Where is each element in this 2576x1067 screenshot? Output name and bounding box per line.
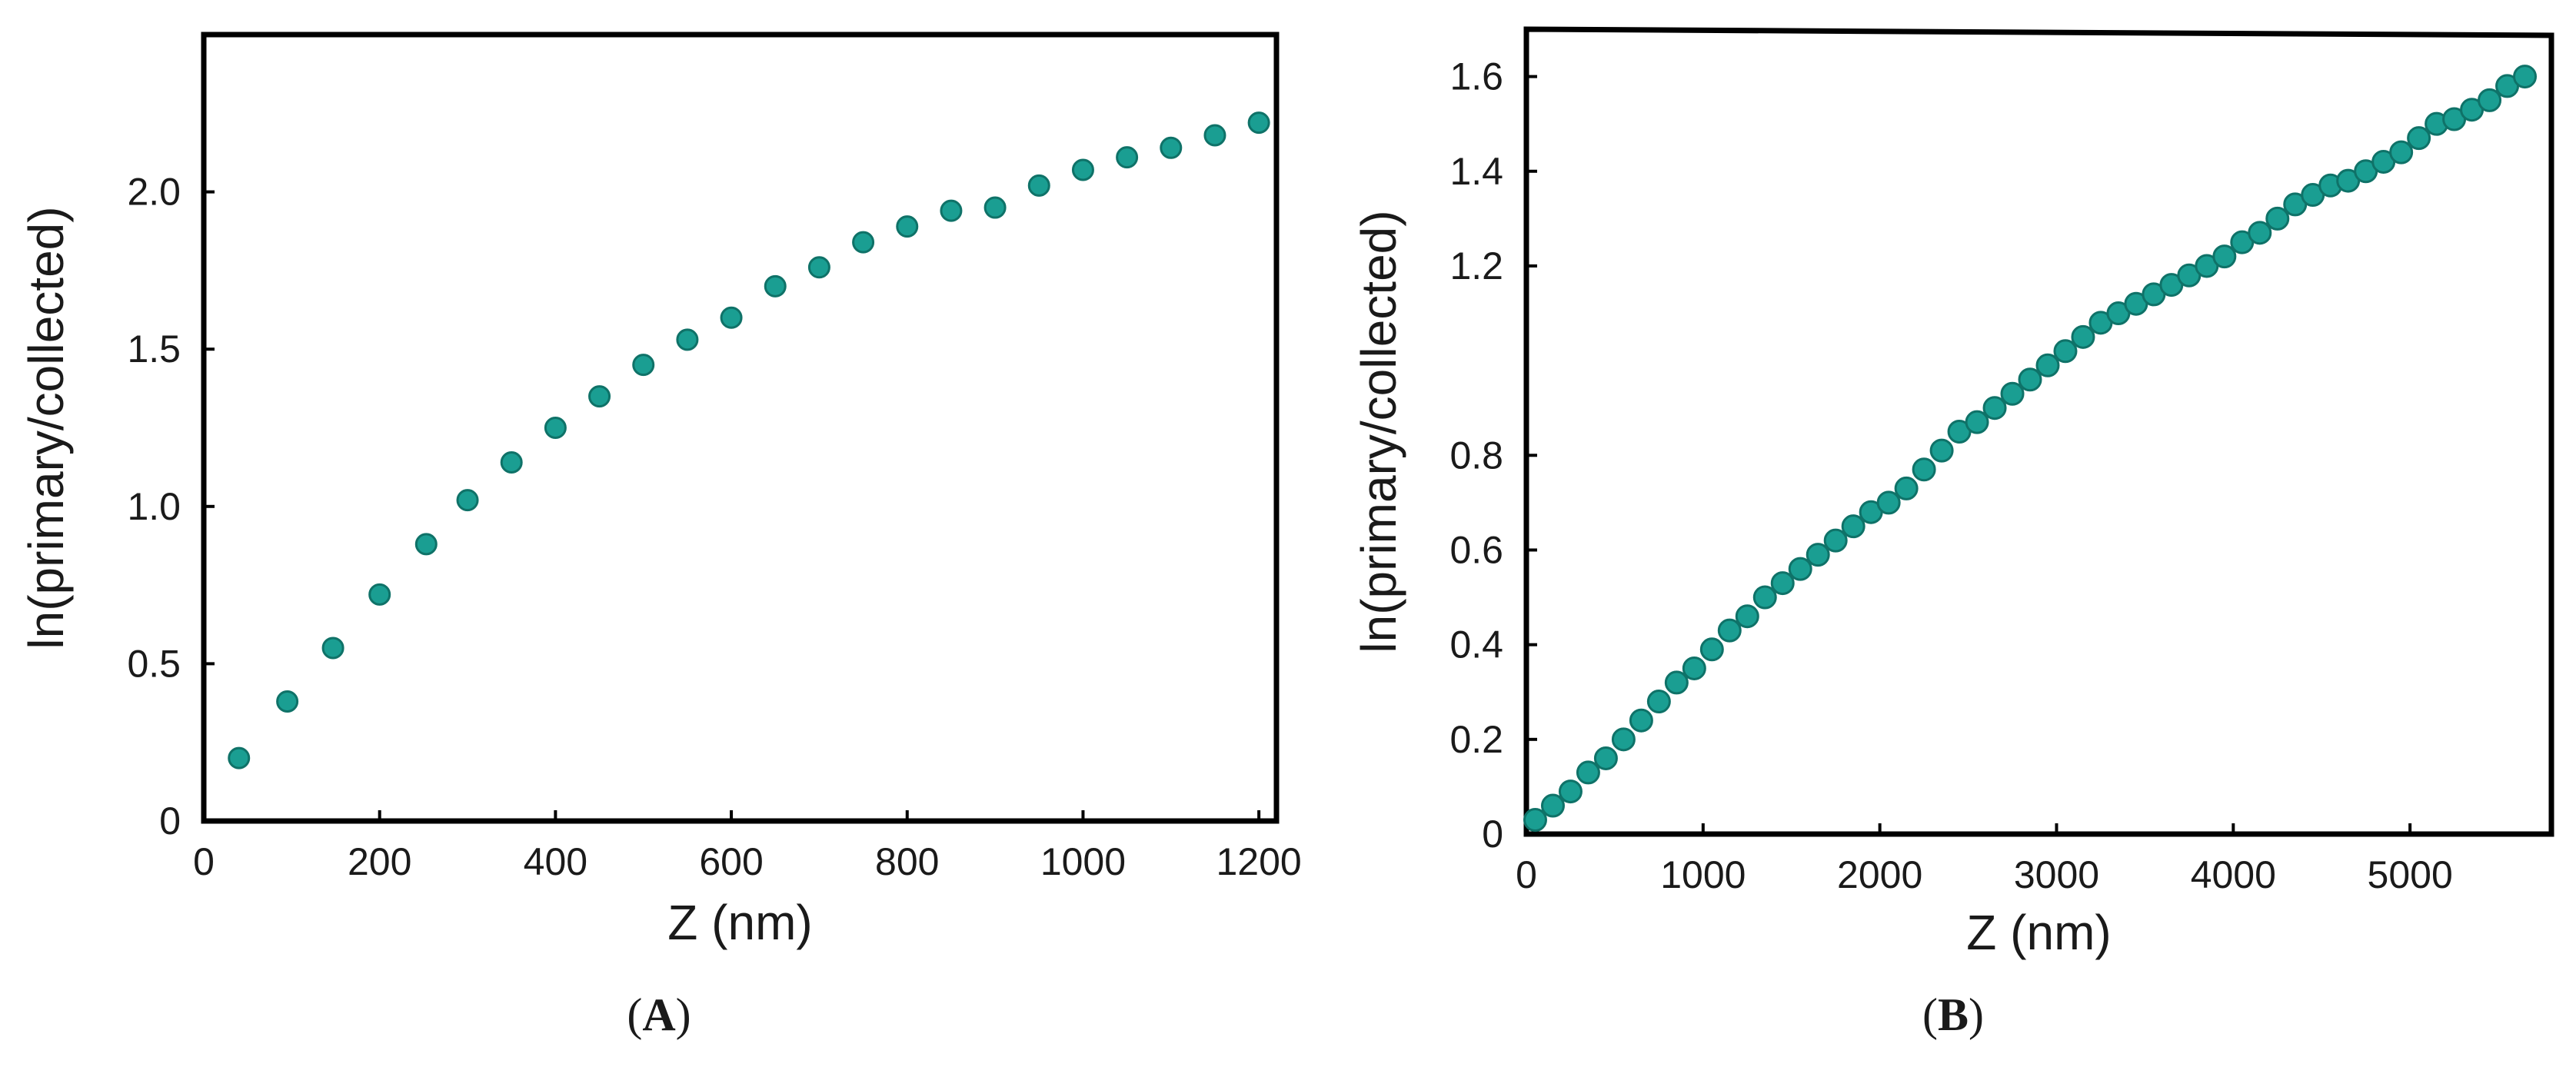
data-point-b bbox=[1735, 604, 1759, 629]
y-tick-label-a: 2.0 bbox=[127, 171, 181, 214]
x-tick-label-b: 1000 bbox=[1660, 853, 1746, 896]
x-tick-label-b: 0 bbox=[1516, 853, 1537, 896]
data-point-a bbox=[1116, 146, 1139, 169]
y-tick-label-a: 1.5 bbox=[127, 327, 181, 371]
x-tick-label-b: 3000 bbox=[2014, 853, 2099, 896]
y-tick-label-b: 0 bbox=[1482, 813, 1503, 856]
data-point-a bbox=[1247, 111, 1270, 135]
data-point-a bbox=[720, 306, 743, 329]
x-tick-label-a: 0 bbox=[193, 840, 215, 883]
data-point-a bbox=[983, 196, 1007, 219]
y-tick-label-a: 0 bbox=[159, 799, 181, 843]
data-point-b bbox=[1752, 585, 1777, 610]
data-point-a bbox=[228, 746, 251, 770]
data-point-a bbox=[588, 385, 611, 408]
y-tick-label-b: 0.6 bbox=[1449, 528, 1503, 571]
data-point-a bbox=[764, 274, 787, 297]
chart-panel-a: 0 200 400 600 800 1000 1200 0 0.5 1.0 1.5 2.0 Z (nm)… bbox=[18, 32, 1302, 1040]
data-point-a bbox=[414, 533, 438, 556]
data-point-b bbox=[1682, 656, 1706, 680]
data-point-b bbox=[1593, 746, 1618, 770]
data-point-a bbox=[1203, 124, 1226, 147]
data-point-a bbox=[276, 690, 299, 713]
data-point-b bbox=[1770, 571, 1795, 596]
data-point-b bbox=[1558, 779, 1583, 804]
x-axis-title-b: Z (nm) bbox=[1966, 905, 2111, 960]
data-point-a bbox=[676, 328, 699, 351]
y-tick-label-b: 0.2 bbox=[1449, 718, 1503, 761]
data-point-a bbox=[456, 489, 479, 512]
data-point-b bbox=[2071, 324, 2095, 349]
data-point-b bbox=[2478, 88, 2502, 112]
data-point-b bbox=[1717, 618, 1742, 643]
x-tick-label-b: 4000 bbox=[2191, 853, 2276, 896]
data-point-b bbox=[1788, 557, 1812, 581]
data-point-b bbox=[2265, 206, 2290, 231]
x-tick-label-a: 600 bbox=[699, 840, 763, 883]
x-axis-title-a: Z (nm) bbox=[667, 895, 812, 950]
y-tick-label-b: 0.4 bbox=[1449, 623, 1503, 666]
x-tick-label-b: 2000 bbox=[1837, 853, 1922, 896]
data-point-a bbox=[500, 451, 523, 474]
data-point-b bbox=[1894, 476, 1919, 500]
data-point-b bbox=[1699, 637, 1724, 662]
data-point-b bbox=[2053, 339, 2078, 364]
data-point-b bbox=[2513, 65, 2538, 89]
data-point-b bbox=[1611, 727, 1636, 752]
data-point-a bbox=[321, 637, 344, 660]
plot-frame-b bbox=[1523, 26, 2554, 837]
x-tick-label-a: 800 bbox=[875, 840, 939, 883]
data-point-b bbox=[1841, 514, 1865, 539]
y-axis-title-b: ln(primary/collected) bbox=[1351, 210, 1406, 653]
panel-label-b: (B) bbox=[1922, 989, 1984, 1040]
x-tick-label-a: 1200 bbox=[1216, 840, 1302, 883]
data-point-a bbox=[544, 417, 567, 439]
data-point-b bbox=[1523, 808, 1547, 833]
data-point-a bbox=[852, 231, 875, 254]
data-point-b bbox=[1982, 396, 2007, 420]
x-tick-label-a: 200 bbox=[348, 840, 411, 883]
y-axis-title-a: ln(primary/collected) bbox=[18, 206, 74, 649]
data-point-a bbox=[896, 215, 919, 238]
y-tick-label-b: 1.4 bbox=[1449, 150, 1503, 193]
data-point-a bbox=[940, 199, 963, 222]
data-point-b bbox=[1806, 543, 1830, 567]
data-point-b bbox=[1876, 490, 1901, 515]
data-point-b bbox=[1965, 410, 1989, 434]
data-point-b bbox=[2389, 140, 2414, 165]
data-point-b bbox=[1664, 670, 1689, 695]
x-tick-label-a: 400 bbox=[524, 840, 587, 883]
data-point-a bbox=[632, 354, 655, 377]
data-point-b bbox=[1629, 708, 1653, 733]
data-point-b bbox=[2248, 221, 2272, 245]
data-point-a bbox=[807, 256, 830, 279]
data-point-b bbox=[2407, 126, 2431, 151]
data-point-b bbox=[1576, 760, 1600, 785]
x-tick-label-b: 5000 bbox=[2368, 853, 2453, 896]
data-point-b bbox=[1912, 457, 1936, 482]
plot-frame-a bbox=[201, 32, 1280, 824]
data-point-a bbox=[1160, 136, 1183, 159]
data-point-a bbox=[1071, 158, 1094, 181]
chart-panel-b: 0 1000 2000 3000 4000 5000 0 0.2 0.4 0.6 0.8 1.2 1.4… bbox=[1351, 26, 2554, 1040]
data-point-b bbox=[1823, 528, 1848, 553]
y-tick-label-b: 0.8 bbox=[1449, 434, 1503, 477]
y-tick-label-b: 1.2 bbox=[1449, 244, 1503, 288]
data-point-b bbox=[2000, 381, 2025, 406]
data-point-b bbox=[1540, 793, 1565, 818]
data-point-a bbox=[1027, 174, 1050, 197]
y-tick-label-a: 0.5 bbox=[127, 642, 181, 685]
y-tick-label-b: 1.6 bbox=[1449, 55, 1503, 98]
data-point-b bbox=[1646, 690, 1671, 714]
y-tick-label-a: 1.0 bbox=[127, 485, 181, 528]
data-point-b bbox=[2018, 367, 2042, 392]
data-point-b bbox=[2212, 244, 2237, 269]
panel-label-a: (A) bbox=[627, 989, 691, 1040]
data-point-b bbox=[1929, 438, 1954, 463]
data-point-a bbox=[368, 583, 391, 606]
x-tick-label-a: 1000 bbox=[1040, 840, 1126, 883]
data-point-b bbox=[2035, 353, 2060, 377]
